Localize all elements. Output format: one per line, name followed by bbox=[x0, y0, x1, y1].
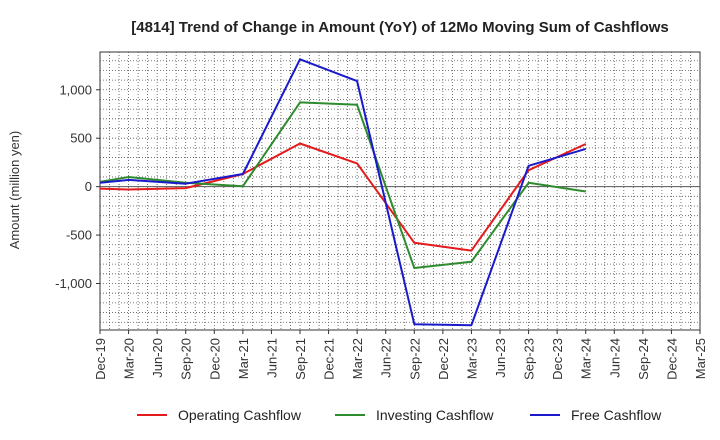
plot-frame bbox=[99, 51, 701, 331]
chart-title: [4814] Trend of Change in Amount (YoY) o… bbox=[131, 19, 669, 36]
x-tick-label: Mar-20 bbox=[122, 338, 137, 379]
x-tick-label: Mar-24 bbox=[579, 338, 594, 379]
x-tick-label: Mar-23 bbox=[464, 338, 479, 379]
legend-label: Investing Cashflow bbox=[376, 407, 494, 423]
x-tick-label: Sep-20 bbox=[179, 338, 194, 380]
x-tick-label: Mar-21 bbox=[236, 338, 251, 379]
y-tick-label: -1,000 bbox=[55, 276, 92, 291]
y-axis-ticks: 1,000 500 0 -500 -1,000 bbox=[55, 82, 100, 291]
x-tick-label: Mar-25 bbox=[693, 338, 708, 379]
series-lines bbox=[99, 58, 587, 327]
x-tick-label: Sep-23 bbox=[522, 338, 537, 380]
x-tick-label: Dec-24 bbox=[664, 338, 679, 380]
x-tick-label: Jun-20 bbox=[150, 338, 165, 378]
legend-label: Free Cashflow bbox=[571, 407, 662, 423]
x-tick-label: Sep-22 bbox=[407, 338, 422, 380]
y-axis-label: Amount (million yen) bbox=[7, 131, 22, 250]
legend: Operating Cashflow Investing Cashflow Free… bbox=[137, 407, 662, 423]
x-tick-label: Jun-21 bbox=[264, 338, 279, 378]
legend-label: Operating Cashflow bbox=[178, 407, 302, 423]
x-tick-label: Dec-21 bbox=[322, 338, 337, 380]
series-free-cashflow bbox=[99, 58, 586, 327]
x-axis-ticks: Dec-19 Mar-20 Jun-20 Sep-20 Dec-20 Mar-21 Jun-… bbox=[93, 330, 708, 380]
x-tick-label: Dec-19 bbox=[93, 338, 108, 380]
series-line bbox=[99, 101, 586, 269]
series-line bbox=[99, 58, 586, 327]
x-tick-label: Jun-24 bbox=[607, 338, 622, 378]
x-tick-label: Mar-22 bbox=[350, 338, 365, 379]
x-tick-label: Sep-24 bbox=[636, 338, 651, 380]
x-tick-label: Jun-23 bbox=[493, 338, 508, 378]
plot-area bbox=[99, 51, 701, 331]
x-tick-label: Dec-23 bbox=[550, 338, 565, 380]
x-tick-label: Dec-22 bbox=[436, 338, 451, 380]
x-tick-label: Jun-22 bbox=[379, 338, 394, 378]
y-tick-label: -500 bbox=[66, 228, 92, 243]
gridlines bbox=[100, 52, 700, 330]
y-tick-label: 0 bbox=[85, 179, 92, 194]
series-line bbox=[99, 142, 587, 252]
x-tick-label: Sep-21 bbox=[293, 338, 308, 380]
x-tick-label: Dec-20 bbox=[207, 338, 222, 380]
y-tick-label: 500 bbox=[70, 131, 92, 146]
y-tick-label: 1,000 bbox=[59, 82, 92, 97]
